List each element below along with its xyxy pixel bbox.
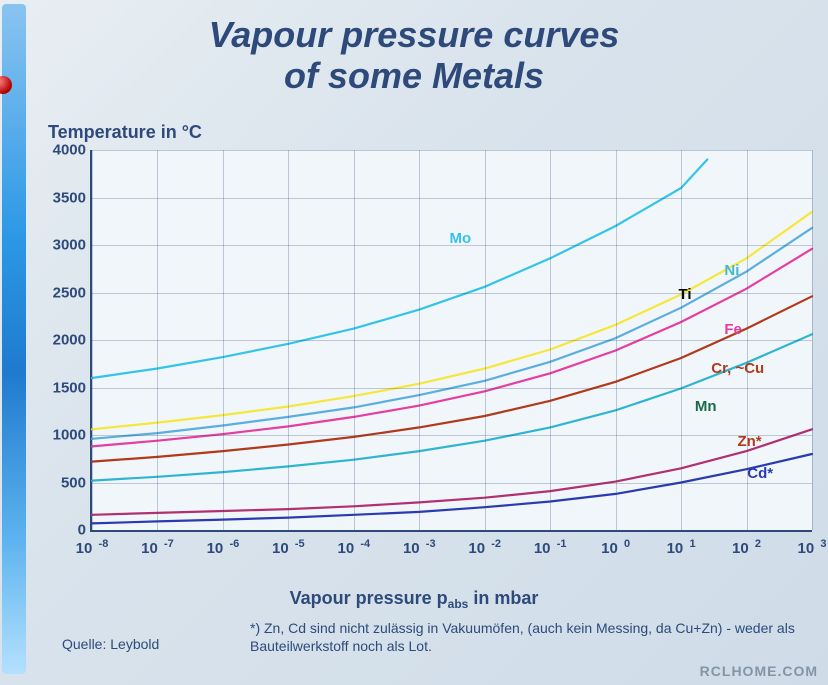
chart-curves-svg [92, 150, 812, 530]
gridline-h [92, 483, 812, 484]
gridline-h [92, 340, 812, 341]
x-tick-label: 10 -1 [520, 538, 580, 557]
x-tick-label: 10 -2 [455, 538, 515, 557]
series-curve-Fe [92, 249, 812, 447]
series-label-Ni: Ni [724, 262, 739, 279]
series-label-Fe: Fe [724, 321, 742, 338]
gridline-v [485, 150, 486, 530]
series-label-Zn: Zn* [737, 433, 761, 450]
y-tick-label: 2000 [36, 332, 86, 349]
series-label-Cd: Cd* [747, 465, 773, 482]
series-curve-Mn [92, 334, 812, 480]
gridline-v [157, 150, 158, 530]
series-curve-Mo [92, 160, 707, 379]
gridline-v [550, 150, 551, 530]
x-tick-label: 10 3 [782, 538, 828, 557]
x-tick-label: 10 0 [586, 538, 646, 557]
series-curve-Zn [92, 429, 812, 515]
x-tick-label: 10 -6 [193, 538, 253, 557]
title-line2: of some Metals [284, 55, 544, 96]
series-label-Mn: Mn [695, 398, 717, 415]
gridline-h [92, 245, 812, 246]
y-tick-label: 3000 [36, 237, 86, 254]
xlabel-sub: abs [448, 597, 469, 611]
series-curve-Cd [92, 454, 812, 523]
y-tick-label: 1500 [36, 379, 86, 396]
gridline-v [616, 150, 617, 530]
x-tick-label: 10 -7 [127, 538, 187, 557]
gridline-h [92, 435, 812, 436]
x-tick-label: 10 -3 [389, 538, 449, 557]
gridline-v [354, 150, 355, 530]
xlabel-post: in mbar [468, 588, 538, 608]
gridline-v [223, 150, 224, 530]
title-line1: Vapour pressure curves [209, 14, 620, 55]
x-axis-label: Vapour pressure pabs in mbar [0, 588, 828, 611]
series-label-Mo: Mo [449, 230, 471, 247]
y-axis-label: Temperature in °C [48, 122, 202, 143]
series-label-CrCu: Cr, ~Cu [711, 360, 764, 377]
gridline-v [419, 150, 420, 530]
series-curve-Ti [92, 228, 812, 439]
gridline-h [92, 530, 812, 531]
x-tick-label: 10 2 [717, 538, 777, 557]
gridline-h [92, 388, 812, 389]
gridline-v [747, 150, 748, 530]
watermark: RCLHOME.COM [700, 663, 818, 679]
gridline-h [92, 293, 812, 294]
x-tick-label: 10 -4 [324, 538, 384, 557]
source-label: Quelle: Leybold [62, 636, 159, 652]
y-tick-label: 2500 [36, 284, 86, 301]
y-tick-label: 0 [36, 522, 86, 539]
y-tick-label: 3500 [36, 189, 86, 206]
y-tick-label: 500 [36, 474, 86, 491]
series-curve-Ni [92, 212, 812, 429]
slide-root: Vapour pressure curves of some Metals Te… [0, 0, 828, 685]
gridline-v [681, 150, 682, 530]
gridline-h [92, 198, 812, 199]
chart-plot-area: 0500100015002000250030003500400010 -810 … [90, 150, 812, 532]
x-tick-label: 10 1 [651, 538, 711, 557]
decor-left-strip [2, 4, 26, 674]
gridline-v [92, 150, 93, 530]
gridline-v [812, 150, 813, 530]
x-tick-label: 10 -5 [258, 538, 318, 557]
slide-title: Vapour pressure curves of some Metals [0, 14, 828, 97]
footnote-text: *) Zn, Cd sind nicht zulässig in Vakuumö… [250, 619, 798, 655]
y-tick-label: 4000 [36, 142, 86, 159]
y-tick-label: 1000 [36, 427, 86, 444]
series-label-Ti: Ti [679, 286, 692, 303]
x-tick-label: 10 -8 [62, 538, 122, 557]
xlabel-pre: Vapour pressure p [290, 588, 448, 608]
series-curve-CrCu [92, 296, 812, 461]
gridline-v [288, 150, 289, 530]
gridline-h [92, 150, 812, 151]
